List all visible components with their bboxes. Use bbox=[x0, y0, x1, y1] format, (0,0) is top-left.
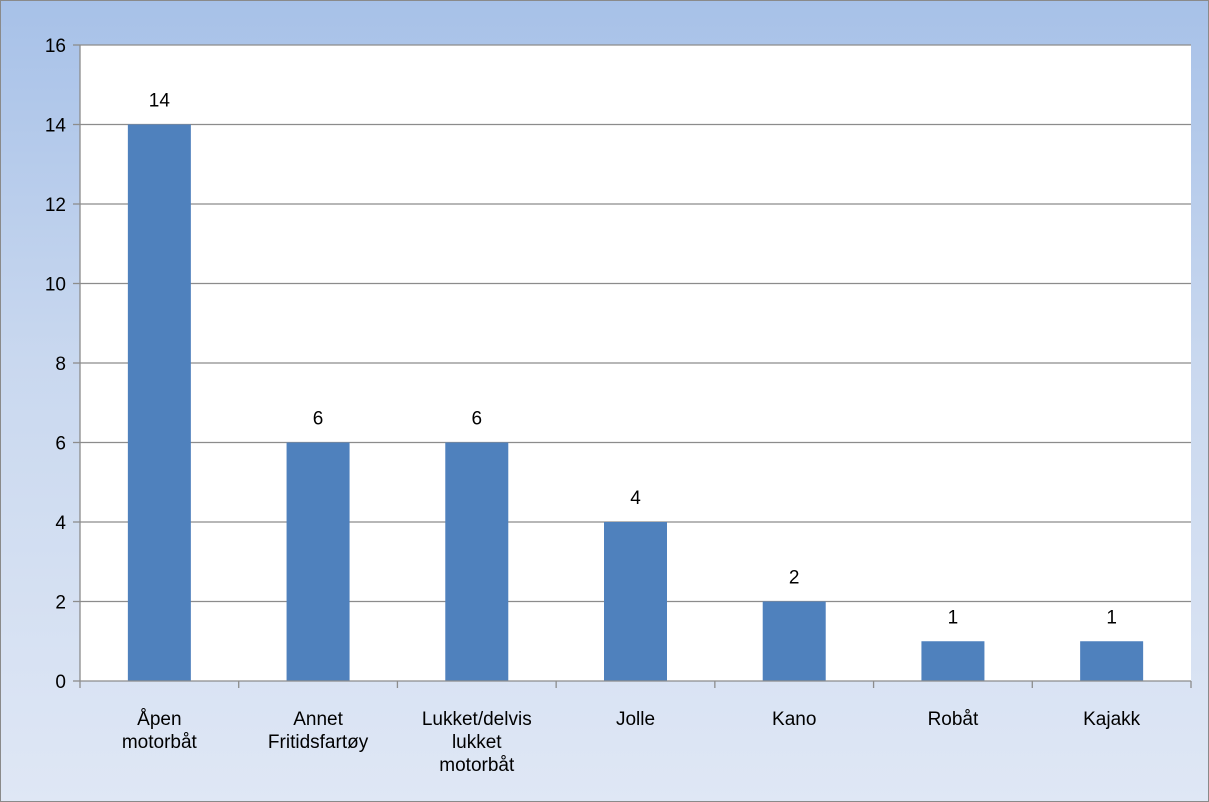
bar bbox=[921, 641, 985, 681]
y-tick-label: 4 bbox=[55, 513, 66, 534]
y-tick-label: 14 bbox=[45, 116, 67, 137]
data-label: 1 bbox=[948, 607, 959, 628]
bar bbox=[762, 601, 826, 681]
x-category-label-line: motorbåt bbox=[439, 755, 515, 776]
bar bbox=[127, 124, 191, 681]
data-label: 14 bbox=[149, 91, 171, 112]
data-label: 1 bbox=[1106, 607, 1117, 628]
y-tick-label: 8 bbox=[55, 354, 66, 375]
x-category-label: Kajakk bbox=[1083, 709, 1141, 730]
data-label: 2 bbox=[789, 568, 800, 589]
x-category-label: Kano bbox=[772, 709, 816, 730]
bar bbox=[1080, 641, 1144, 681]
bar bbox=[445, 442, 509, 681]
x-category-label: Robåt bbox=[928, 709, 979, 730]
x-category-label: Annet Fritidsfartøy bbox=[268, 709, 369, 753]
bar bbox=[604, 522, 667, 681]
data-label: 6 bbox=[313, 409, 324, 430]
x-category-label-line: Robåt bbox=[928, 709, 979, 730]
bars bbox=[127, 124, 1144, 681]
data-label: 6 bbox=[471, 409, 482, 430]
y-tick-label: 16 bbox=[45, 36, 66, 57]
x-category-label-line: motorbåt bbox=[122, 732, 198, 753]
x-category-label-line: Kano bbox=[772, 709, 816, 730]
x-category-label-line: Annet bbox=[293, 709, 343, 730]
x-category-label-line: lukket bbox=[452, 732, 502, 753]
y-tick-label: 0 bbox=[55, 672, 66, 693]
x-category-label-line: Åpen bbox=[137, 709, 181, 730]
y-tick-label: 2 bbox=[55, 593, 66, 614]
bar bbox=[286, 442, 350, 681]
x-category-label-line: Fritidsfartøy bbox=[268, 732, 369, 753]
y-tick-label: 12 bbox=[45, 195, 66, 216]
x-category-label: Lukket/delvis lukket motorbåt bbox=[422, 709, 532, 776]
x-category-label: Jolle bbox=[616, 709, 655, 730]
x-category-label-line: Kajakk bbox=[1083, 709, 1141, 730]
y-tick-label: 6 bbox=[55, 434, 66, 455]
x-category-label-line: Lukket/delvis bbox=[422, 709, 532, 730]
y-tick-label: 10 bbox=[45, 275, 66, 296]
x-category-label: Åpen motorbåt bbox=[122, 709, 198, 753]
axes bbox=[73, 44, 1192, 688]
x-category-label-line: Jolle bbox=[616, 709, 655, 730]
data-label: 4 bbox=[630, 488, 641, 509]
